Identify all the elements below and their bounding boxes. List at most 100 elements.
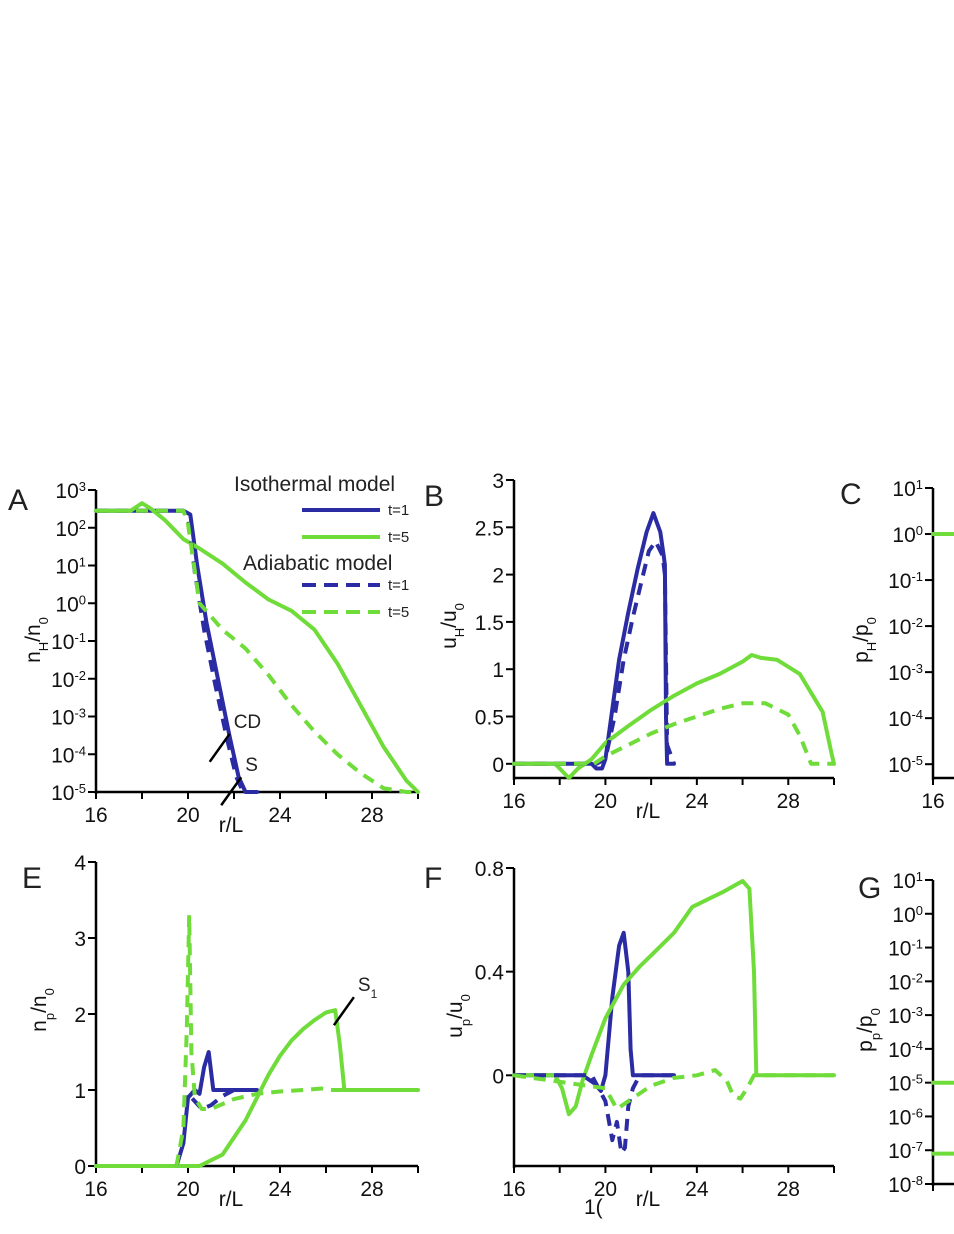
y-axis-label: nH/n0 [22,617,51,663]
y-tick-label: 10-1 [888,936,923,961]
y-tick-label: 10-6 [888,1105,923,1130]
x-tick-label: 1( [584,1196,603,1219]
x-tick-label: 28 [777,1178,800,1201]
y-tick-label: 10-3 [51,705,86,730]
panel-e: Enp/n0 r/L 4 3 2 1 016 20 24 28 S1 [22,852,420,1211]
annotation-leader [220,776,243,806]
y-tick-label: 1 [492,659,504,682]
panel-f: Fup/u0 r/L 0.8 0.4 0 16 20 24 28 [424,858,836,1211]
y-tick-label: 1.5 [475,612,504,635]
y-tick-label: 101 [55,554,86,579]
y-tick-label: 0 [74,1156,86,1179]
x-tick-label: 20 [176,1178,199,1201]
y-axis-label: pH/p0 [850,617,879,663]
x-axis-label: r/L [219,1188,244,1211]
y-tick-label: 0.4 [475,962,505,985]
y-tick-label: 10-5 [888,1071,923,1096]
series-line-isothermal-t-5 [94,1008,420,1168]
panel-letter: C [840,478,862,511]
y-tick-label: 0.5 [475,707,504,730]
y-tick-label: 100 [892,523,923,548]
panel-letter: E [22,862,42,895]
y-tick-label: 10-8 [888,1173,923,1198]
y-tick-label: 1 [74,1080,86,1103]
y-tick-label: 4 [74,852,86,875]
series-line-isothermal-t-1 [512,511,676,771]
y-tick-label: 10-5 [51,781,86,806]
x-axis-label: r/L [636,1188,661,1211]
legend-entry-label: t=5 [388,604,409,621]
legend-entry-label: t=1 [388,577,409,594]
x-tick-label: 28 [360,1178,383,1201]
y-tick-label: 0.8 [475,858,504,881]
y-tick-label: 10-4 [888,1037,923,1062]
panel-letter: B [424,480,444,513]
y-tick-label: 0 [492,1065,504,1088]
panels-layer: AnH/n0r/L10310210110010-110-210-310-410-… [8,470,954,1219]
series-line-isothermal-t-5 [512,879,836,1117]
series-line-isothermal-t-1 [94,1050,259,1168]
y-tick-label: 10-4 [888,707,923,732]
y-tick-label: 10-2 [888,615,923,640]
x-tick-label: 24 [268,1178,292,1201]
x-tick-label: 16 [502,790,525,813]
x-tick-label: 16 [84,1178,107,1201]
y-tick-label: 10-3 [888,1004,923,1029]
x-axis-label: r/L [219,814,244,837]
y-axis-label: up/u0 [444,994,473,1038]
legend: Isothermal model t=1 t=5 Adiabatic model t=1… [234,473,409,621]
x-tick-label: 16 [921,790,944,813]
y-tick-label: 2 [492,565,504,588]
panel-c: CpH/p0 101 100 10-1 10-2 10-3 10-4 10-5 16 [840,477,954,813]
y-tick-label: 10-3 [888,661,923,686]
panel-letter: G [858,872,881,905]
y-tick-label: 10-2 [51,667,86,692]
legend-entry-label: t=5 [388,529,409,546]
y-tick-label: 10-4 [51,743,86,768]
annotation-leader [208,733,231,763]
y-tick-label: 100 [55,592,86,617]
y-tick-label: 10-2 [888,970,923,995]
y-tick-label: 10-7 [888,1139,923,1164]
annotation-leader [332,996,355,1026]
y-tick-label: 0 [492,754,504,777]
y-tick-label: 102 [55,516,86,541]
y-axis-label: uH/u0 [438,603,467,649]
y-tick-label: 10-5 [888,753,923,778]
y-axis-label: np/n0 [28,988,57,1032]
y-tick-label: 101 [892,869,923,894]
x-tick-label: 24 [268,804,292,827]
series-line-adiabatic-t-5 [96,508,418,794]
y-tick-label: 100 [892,902,923,927]
panel-letter: A [8,484,28,517]
y-axis-label: pp/p0 [854,1008,883,1052]
series-line-isothermal-t-1 [94,508,259,794]
x-tick-label: 24 [685,790,709,813]
x-tick-label: 28 [777,790,800,813]
annotation-label: S1 [358,975,378,1001]
x-tick-label: 16 [84,804,107,827]
series-line-isothermal-t-5 [512,653,836,780]
y-tick-label: 3 [492,470,504,493]
x-tick-label: 20 [594,1178,617,1201]
annotation-label: S [245,755,258,776]
series-line-adiabatic-t-5 [514,701,834,766]
y-tick-label: 2.5 [475,517,504,540]
x-tick-label: 16 [502,1178,525,1201]
y-tick-label: 103 [55,479,86,504]
y-tick-label: 10-1 [51,630,86,655]
y-tick-label: 101 [892,477,923,502]
y-tick-label: 10-1 [888,569,923,594]
panel-g: Gpp/p0 101 100 10-1 10-2 10-3 10-4 10-5 10-6 10-7… [584,869,954,1219]
panel-a: AnH/n0 r/L 103 102 101 100 10-1 10-2 10-3 10-4 10-… [8,479,420,837]
series-line-adiabatic-t-5 [96,913,418,1168]
y-tick-label: 3 [74,928,86,951]
annotation-label: CD [234,712,261,733]
x-axis-label: r/L [636,800,661,823]
y-tick-label: 2 [74,1004,86,1027]
x-tick-label: 20 [594,790,617,813]
legend-entry-label: t=1 [388,502,409,519]
x-tick-label: 24 [685,1178,709,1201]
x-tick-label: 20 [176,804,199,827]
